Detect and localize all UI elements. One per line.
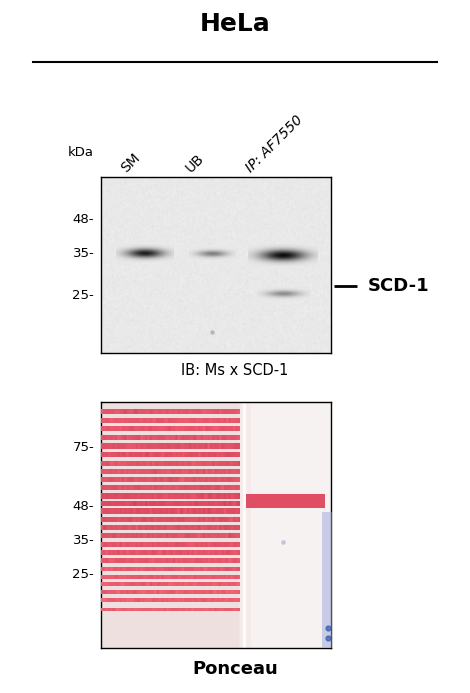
Text: 25-: 25- [72,568,94,581]
Text: 75-: 75- [72,441,94,454]
Point [324,623,332,634]
Text: 35-: 35- [72,534,94,547]
Text: IP: AF7550: IP: AF7550 [243,112,306,175]
Text: kDa: kDa [68,146,94,159]
Point [279,536,287,547]
Text: 48-: 48- [73,500,94,513]
Text: 35-: 35- [72,247,94,260]
Point [208,326,215,337]
Text: 48-: 48- [73,213,94,226]
Text: SM: SM [119,150,143,175]
Text: SCD-1: SCD-1 [368,277,430,295]
Text: HeLa: HeLa [200,12,270,36]
Text: Ponceau: Ponceau [192,660,278,678]
Text: 25-: 25- [72,288,94,301]
Text: UB: UB [183,151,207,175]
Text: IB: Ms x SCD-1: IB: Ms x SCD-1 [181,363,289,378]
Point [324,633,332,644]
